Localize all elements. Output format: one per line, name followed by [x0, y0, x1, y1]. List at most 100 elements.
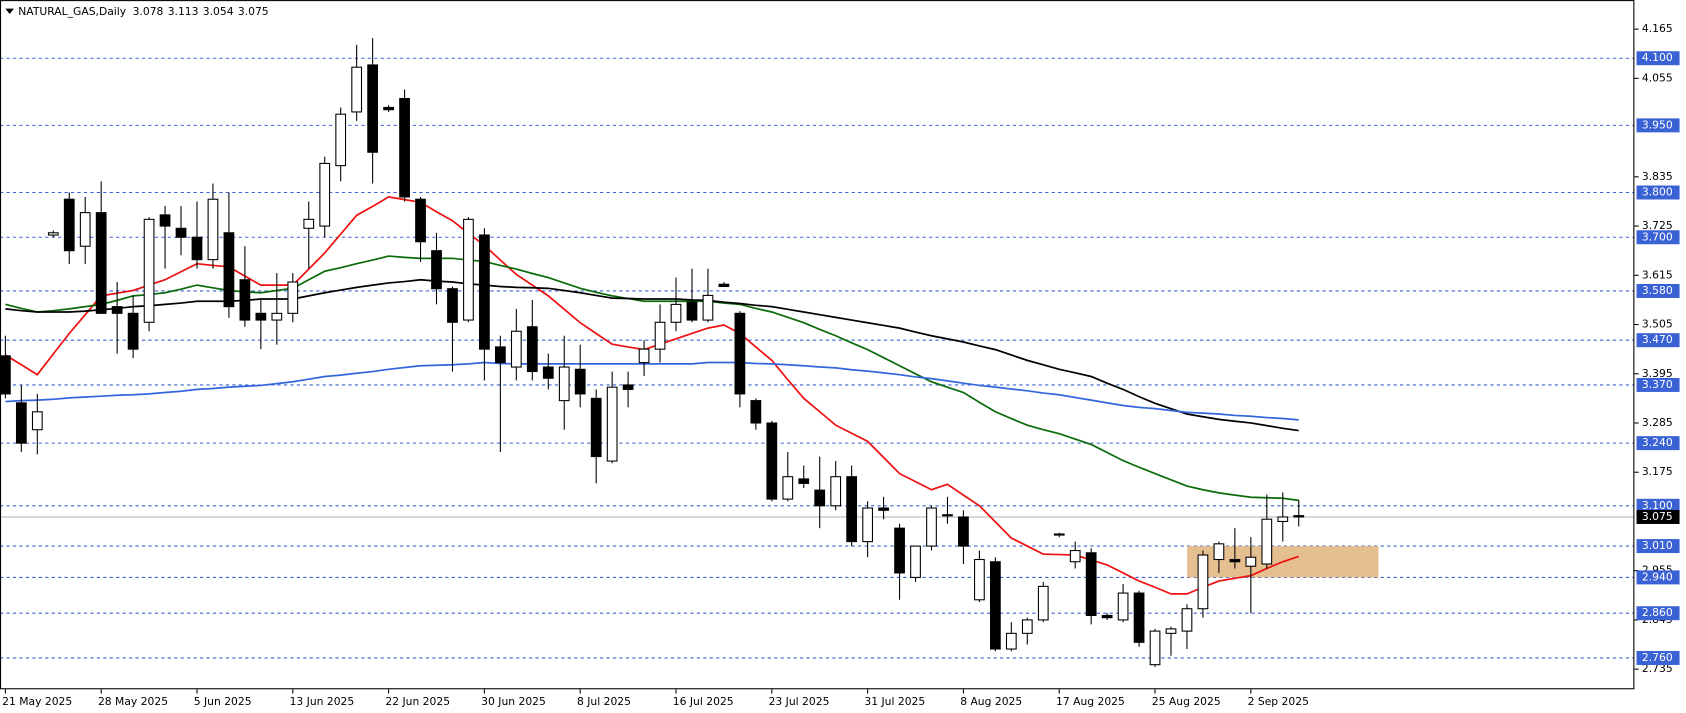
- candle-body: [191, 236, 203, 261]
- candle-body: [319, 162, 331, 227]
- candle-body: [79, 212, 91, 247]
- level-label-box: [1636, 498, 1680, 513]
- candle-body: [878, 507, 889, 511]
- candle-body: [239, 279, 251, 321]
- y-tick-label: 4.055: [1642, 71, 1673, 84]
- level-label-box: [1636, 185, 1680, 200]
- level-label: 3.240: [1642, 436, 1673, 449]
- menu-triangle[interactable]: [5, 8, 14, 15]
- candle-body: [1277, 516, 1289, 522]
- x-tick-label: 2 Sep 2025: [1248, 695, 1309, 708]
- candle-body: [1085, 552, 1097, 616]
- x-tick-label: 30 Jun 2025: [481, 695, 546, 708]
- candle-body: [542, 366, 554, 379]
- candle-body: [479, 234, 490, 350]
- candle-body: [1181, 608, 1193, 632]
- y-tick-label: 4.165: [1642, 22, 1673, 35]
- moving-average-line: [4, 196, 1299, 595]
- candle-body: [910, 545, 921, 578]
- candle-body: [1101, 614, 1113, 619]
- candle-body: [638, 348, 650, 364]
- candle-body: [782, 476, 794, 500]
- x-tick-label: 31 Jul 2025: [864, 695, 925, 708]
- candle-body: [1165, 628, 1177, 634]
- low-value: 3.054: [203, 5, 234, 18]
- y-tick-label: 3.505: [1642, 318, 1673, 331]
- level-label-box: [1636, 283, 1680, 298]
- candle-body: [15, 402, 27, 444]
- moving-average-line: [5, 361, 1299, 421]
- plot-border: [0, 0, 1635, 690]
- candle-body: [255, 312, 267, 321]
- level-label: 3.010: [1642, 539, 1673, 552]
- candle-body: [175, 227, 187, 238]
- level-label-box: [1636, 570, 1680, 585]
- candle-body: [1053, 533, 1065, 536]
- level-label: 4.100: [1642, 51, 1673, 64]
- candle-body: [431, 250, 442, 290]
- candle-body: [1133, 592, 1145, 643]
- candle-body: [1037, 585, 1049, 621]
- candle-body: [814, 489, 826, 507]
- candle-body: [335, 113, 347, 167]
- y-tick-label: 3.285: [1642, 416, 1673, 429]
- candle-body: [654, 321, 666, 350]
- candle-body: [415, 198, 426, 243]
- y-tick-label: 2.735: [1642, 662, 1673, 675]
- x-tick-label: 21 May 2025: [2, 695, 72, 708]
- level-label: 3.470: [1642, 333, 1673, 346]
- y-tick-label: 3.725: [1642, 219, 1673, 232]
- candle-body: [1005, 632, 1017, 650]
- candle-body: [143, 218, 155, 323]
- level-label: 3.580: [1642, 284, 1673, 297]
- level-label: 3.100: [1642, 499, 1673, 512]
- candle-body: [1293, 515, 1305, 518]
- candle-body: [159, 214, 171, 227]
- candle-body: [686, 301, 698, 321]
- candle-body: [1069, 550, 1081, 563]
- x-tick-label: 23 Jul 2025: [769, 695, 830, 708]
- level-label-box: [1636, 230, 1680, 245]
- chart-title: NATURAL_GAS,Daily: [18, 5, 127, 18]
- y-tick-label: 3.395: [1642, 367, 1673, 380]
- candle-body: [1261, 518, 1273, 565]
- close-value: 3.075: [238, 5, 269, 18]
- open-value: 3.078: [133, 5, 164, 18]
- level-label: 2.760: [1642, 651, 1673, 664]
- candle-body: [590, 397, 602, 458]
- y-tick-label: 3.835: [1642, 170, 1673, 183]
- candle-body: [766, 422, 778, 500]
- level-label-box: [1636, 377, 1680, 392]
- candle-body: [974, 558, 985, 601]
- candle-body: [926, 507, 937, 547]
- candle-body: [1149, 630, 1161, 666]
- candle-body: [399, 97, 410, 198]
- level-label: 3.800: [1642, 186, 1673, 199]
- candle-body: [846, 476, 858, 543]
- x-tick-label: 25 Aug 2025: [1152, 695, 1221, 708]
- candle-body: [1021, 619, 1033, 634]
- x-tick-label: 16 Jul 2025: [673, 695, 734, 708]
- candle-body: [383, 106, 394, 111]
- candle-body: [303, 218, 315, 229]
- x-tick-label: 8 Aug 2025: [960, 695, 1022, 708]
- level-label: 3.950: [1642, 118, 1673, 131]
- candle-body: [494, 346, 506, 364]
- candle-body: [1197, 554, 1209, 610]
- candle-body: [207, 198, 219, 261]
- level-label-box: [1636, 118, 1680, 133]
- candle-body: [223, 232, 235, 308]
- candle-body: [702, 294, 714, 321]
- candle-body: [351, 66, 363, 113]
- candles-layer: [0, 38, 1305, 667]
- candle-body: [63, 198, 75, 252]
- x-tick-label: 28 May 2025: [98, 695, 168, 708]
- level-label: 2.860: [1642, 606, 1673, 619]
- moving-average-line: [5, 278, 1299, 432]
- candle-body: [574, 368, 586, 395]
- level-label: 3.700: [1642, 230, 1673, 243]
- candle-body: [558, 366, 570, 402]
- x-tick-label: 5 Jun 2025: [194, 695, 252, 708]
- high-value: 3.113: [168, 5, 199, 18]
- candle-body: [111, 306, 123, 314]
